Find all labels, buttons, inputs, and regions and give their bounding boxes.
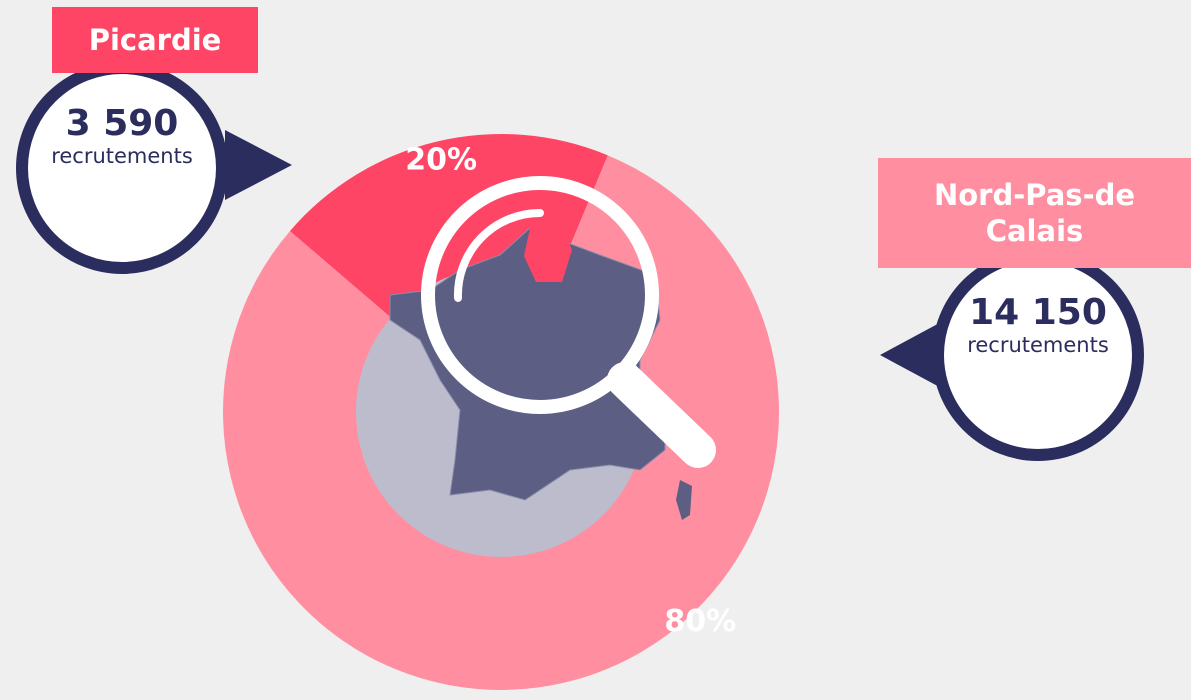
count-unit: recrutements	[51, 144, 193, 168]
region-label: Nord-Pas-de Calais	[878, 158, 1191, 268]
count-box: 14 150 recrutements	[938, 292, 1138, 357]
value-label: 20%	[405, 143, 477, 178]
value-label: 80%	[664, 604, 736, 639]
callout-left	[16, 62, 292, 274]
count-unit: recrutements	[967, 333, 1109, 357]
count-value: 14 150	[969, 292, 1107, 333]
magnifier	[421, 176, 716, 468]
region-label: Picardie	[52, 7, 258, 73]
count-value: 3 590	[65, 103, 179, 144]
count-box: 3 590 recrutements	[22, 103, 222, 168]
